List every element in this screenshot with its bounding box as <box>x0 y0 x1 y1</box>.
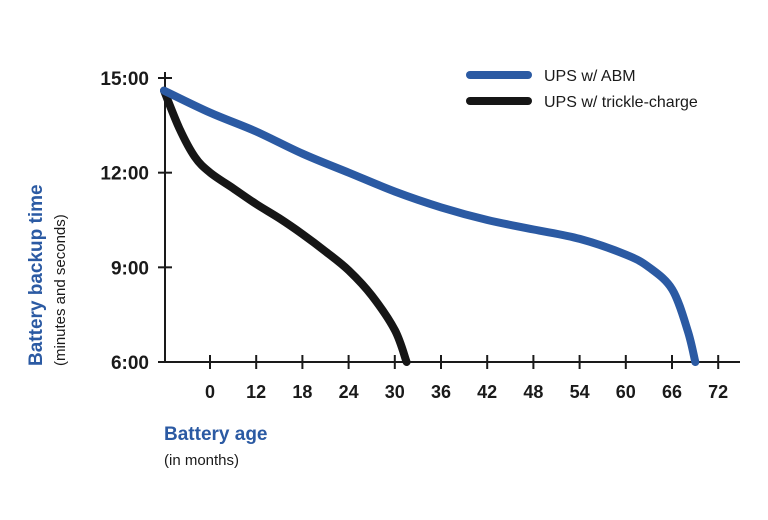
y-tick-label: 6:00 <box>111 353 149 374</box>
legend-entry-ups-abm-label: UPS w/ ABM <box>544 68 636 85</box>
x-axis-subtitle: (in months) <box>164 452 240 469</box>
x-tick-label: 36 <box>431 382 451 402</box>
y-axis-subtitle: (minutes and seconds) <box>52 214 69 366</box>
legend-entry-ups-trickle-charge-label: UPS w/ trickle-charge <box>544 94 698 111</box>
x-tick-label: 24 <box>339 382 359 402</box>
x-tick-label: 30 <box>385 382 405 402</box>
x-tick-label: 72 <box>708 382 728 402</box>
x-axis-title: Battery age <box>164 424 268 445</box>
x-tick-label: 60 <box>616 382 636 402</box>
series-ups-abm-line <box>160 86 700 366</box>
legend: UPS w/ ABM UPS w/ trickle-charge <box>466 68 698 111</box>
y-tick-label: 15:00 <box>100 69 149 90</box>
x-tick-label: 18 <box>292 382 312 402</box>
x-tick-label: 66 <box>662 382 682 402</box>
x-tick-label: 42 <box>477 382 497 402</box>
x-tick-label: 54 <box>570 382 590 402</box>
x-tick-label: 0 <box>205 382 215 402</box>
y-tick-label: 12:00 <box>100 164 149 185</box>
y-axis-title: Battery backup time <box>26 184 47 366</box>
x-tick-label: 48 <box>523 382 543 402</box>
x-tick-label: 12 <box>246 382 266 402</box>
series-ups-trickle-charge-line <box>160 86 411 366</box>
axes-layer: 15:00 12:00 9:00 6:00 0 12 18 24 30 36 42 48 54 60 66 7… <box>100 69 740 402</box>
series-layer <box>160 86 700 366</box>
y-tick-label: 9:00 <box>111 258 149 279</box>
